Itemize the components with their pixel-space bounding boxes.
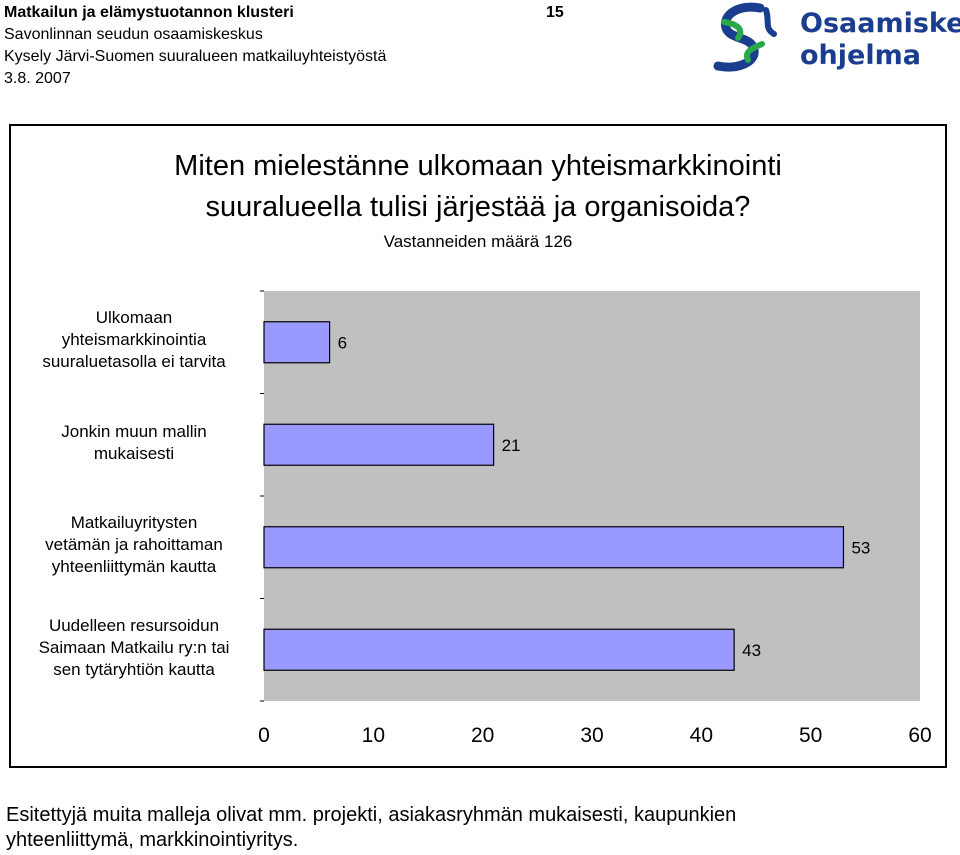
category-label-line: Jonkin muun mallin <box>61 421 207 441</box>
category-label-line: Uudelleen resursoidun <box>48 615 220 635</box>
bar-chart: 6 21 53 43 0 10 20 30 40 50 60 <box>258 290 932 747</box>
category-label-line: yhteismarkkinointia <box>61 330 207 350</box>
category-label: Uudelleen resursoidun Saimaan Matkailu ry… <box>14 615 254 681</box>
x-tick-label: 30 <box>580 724 603 747</box>
x-tick-label: 20 <box>471 724 494 747</box>
category-label-line: Ulkomaan <box>95 308 173 328</box>
x-tick-label: 10 <box>362 724 385 747</box>
category-label-line: Matkailuyritysten <box>70 513 198 533</box>
chart-frame: Miten mielestänne ulkomaan yhteismarkkin… <box>9 124 947 768</box>
osaamiskeskus-logo-icon <box>713 2 777 72</box>
footnote-line1: Esitettyjä muita malleja olivat mm. proj… <box>6 804 737 826</box>
category-label-line: sen tytäryhtiön kautta <box>53 659 215 679</box>
category-label: Jonkin muun mallin mukaisesti <box>14 421 254 465</box>
data-label: 53 <box>851 538 870 557</box>
header-cluster-title: Matkailun ja elämystuotannon klusteri <box>4 4 294 21</box>
bar <box>263 321 331 364</box>
category-label: Matkailuyritysten vetämän ja rahoittaman y… <box>14 512 254 578</box>
osaamiskeskus-logo: Osaamiskeskus- ohjelma <box>713 2 960 72</box>
category-label-line: vetämän ja rahoittaman <box>45 535 223 555</box>
category-label-line: yhteenliittymän kautta <box>51 557 217 577</box>
footnote: Esitettyjä muita malleja olivat mm. proj… <box>6 803 946 853</box>
logo-text-line2: ohjelma <box>800 40 921 71</box>
category-label-line: suuraluetasolla ei tarvita <box>42 352 226 372</box>
x-tick-label: 40 <box>690 724 713 747</box>
bar <box>263 628 735 671</box>
x-tick-label: 0 <box>258 724 270 747</box>
chart-subtitle: Vastanneiden määrä 126 <box>383 232 573 251</box>
category-label-line: Saimaan Matkailu ry:n tai <box>38 637 230 657</box>
bar <box>263 526 845 569</box>
header-block: Matkailun ja elämystuotannon klusteri Sa… <box>4 2 386 90</box>
x-tick-label: 50 <box>799 724 822 747</box>
bar <box>263 423 495 466</box>
header-organisation: Savonlinnan seudun osaamiskeskus <box>4 26 263 43</box>
category-label: Ulkomaan yhteismarkkinointia suuraluetasol… <box>14 307 254 373</box>
logo-text-line1: Osaamiskeskus- <box>800 8 960 39</box>
header-date: 3.8. 2007 <box>4 70 71 87</box>
header-survey-title: Kysely Järvi-Suomen suuralueen matkailuy… <box>4 48 387 65</box>
page-number: 15 <box>546 4 564 21</box>
chart-title: Miten mielestänne ulkomaan yhteismarkkin… <box>174 150 782 223</box>
data-label: 21 <box>502 436 521 455</box>
category-label-line: mukaisesti <box>93 443 175 463</box>
footnote-line2: yhteenliittymä, markkinointiyritys. <box>6 829 299 851</box>
data-label: 43 <box>742 641 761 660</box>
x-tick-label: 60 <box>908 724 931 747</box>
data-label: 6 <box>338 333 347 352</box>
